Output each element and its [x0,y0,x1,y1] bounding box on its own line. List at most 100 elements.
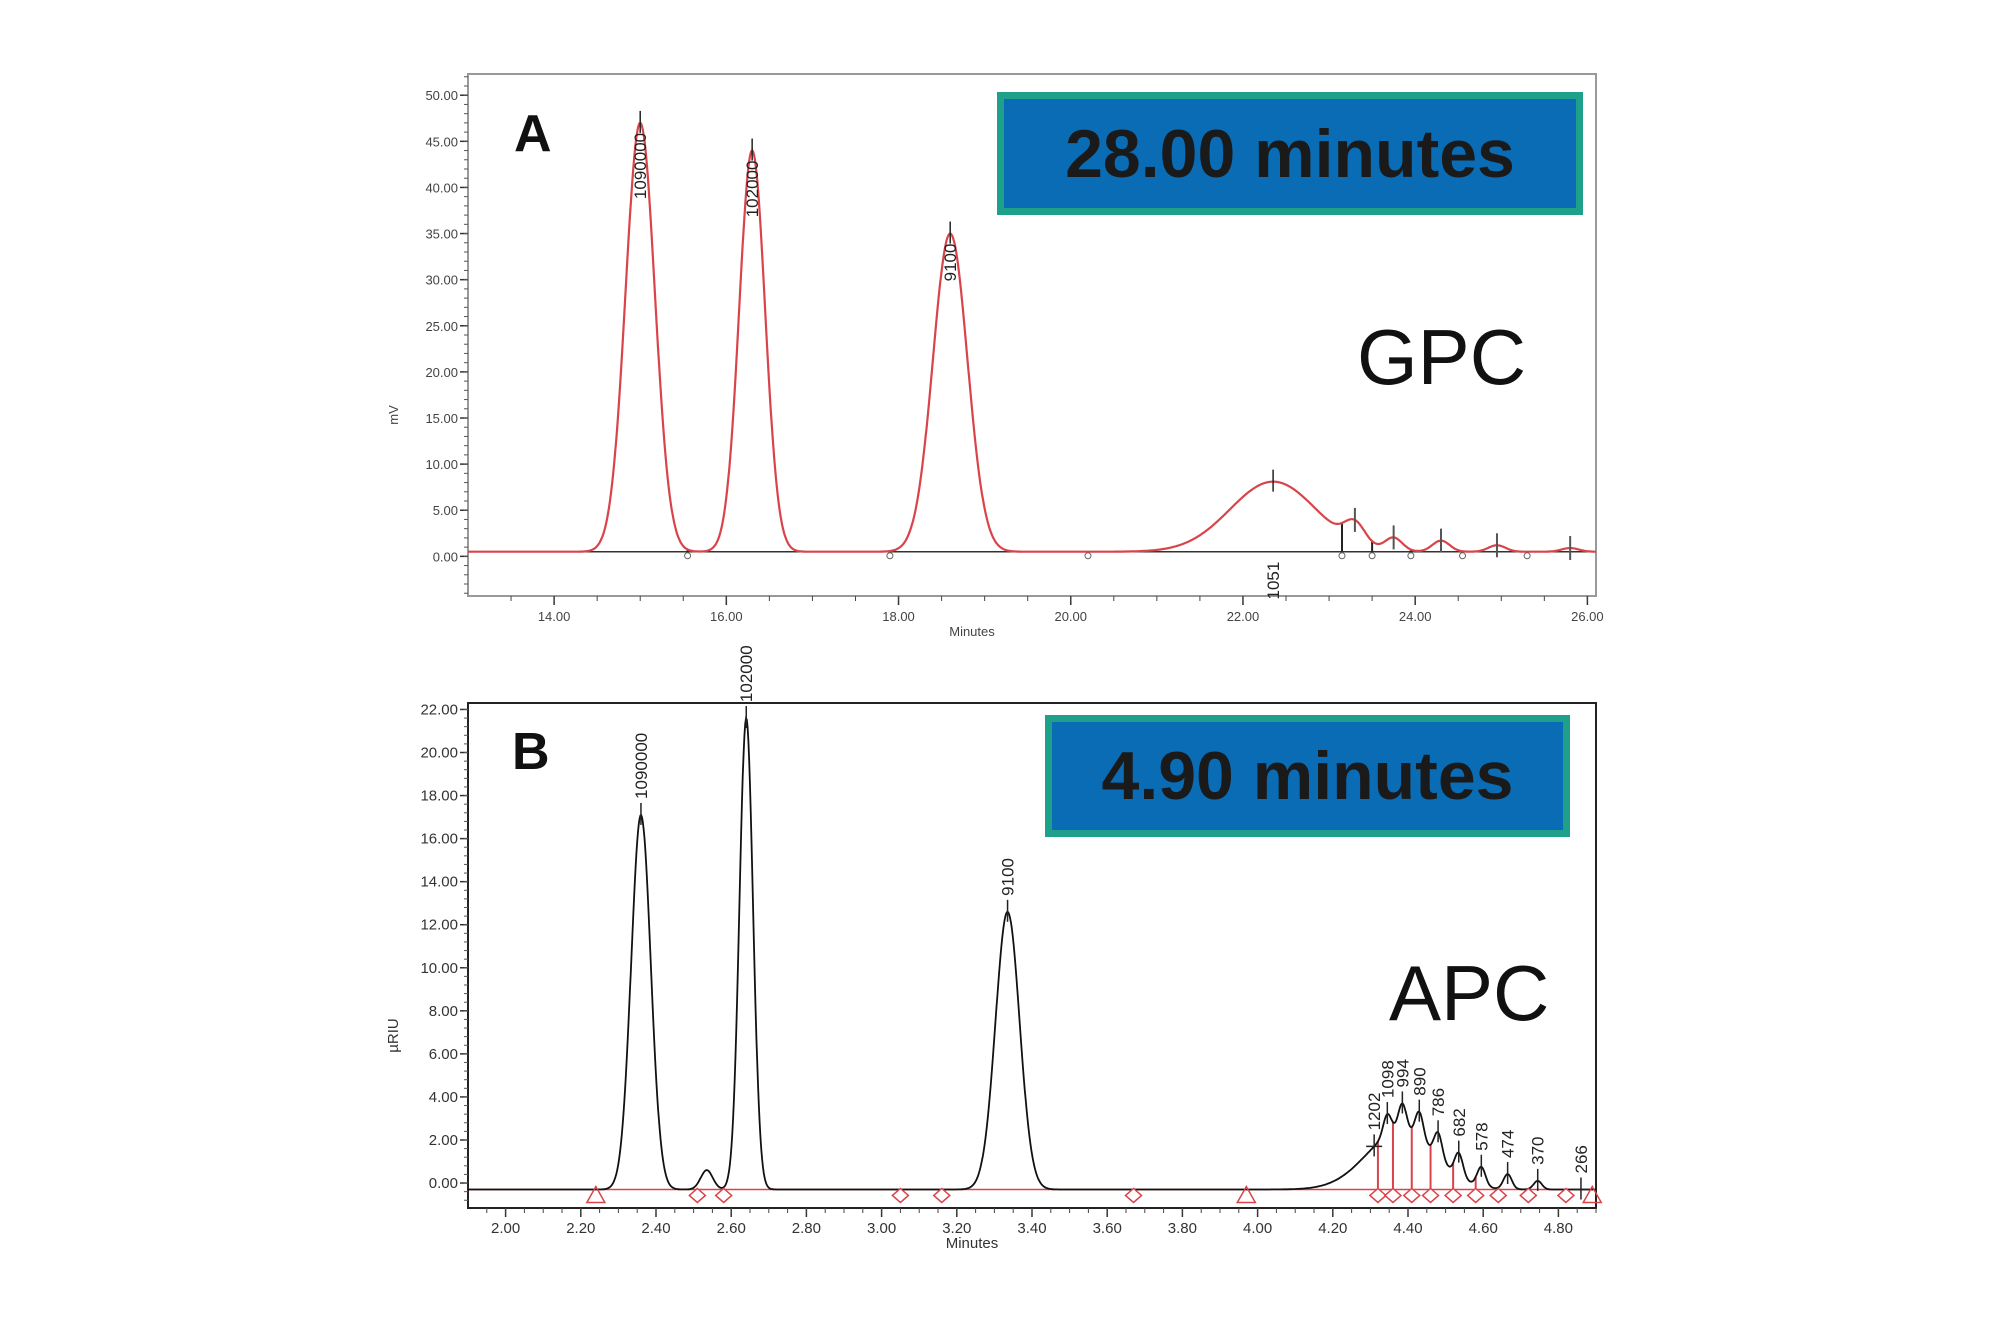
panel-b-label: B [512,723,550,781]
panel-b-ytick-label: 22.00 [420,701,458,718]
panel-a-ytick-label: 0.00 [433,549,458,564]
panel-b-peak-label: 682 [1450,1108,1469,1136]
panel-b-ytick-label: 8.00 [429,1003,458,1020]
panel-a-ytick-label: 25.00 [425,319,458,334]
panel-b-ytick-label: 10.00 [420,960,458,977]
panel-b-signal-line [468,715,1596,1191]
panel-b-diamond-marker [932,1187,951,1204]
panel-a-ytick-label: 5.00 [433,503,458,518]
panel-b-peak-label: 266 [1572,1145,1591,1173]
panel-a-peak-label: 102000 [743,161,762,218]
panel-a-y-axis-title: mV [386,405,401,425]
panel-a-valley-marker [1523,552,1531,560]
panel-b-xtick-label: 2.00 [491,1220,520,1237]
panel-a-xtick-label: 26.00 [1571,609,1604,624]
panel-b-xtick-label: 4.80 [1544,1220,1573,1237]
panel-a-valley-marker [684,552,692,560]
panel-b-xtick-label: 3.00 [867,1220,896,1237]
gpc-technique-label: GPC [1357,313,1527,401]
panel-b-diamond-marker [1124,1187,1143,1204]
panel-b-peak-label: 9100 [999,858,1018,896]
panel-a-valley-marker [1459,552,1467,560]
gpc-runtime-box: 28.00 minutes [997,92,1583,215]
panel-b-diamond-marker [1383,1187,1403,1204]
panel-b-triangle-marker [1236,1184,1257,1204]
panel-b-ytick-label: 20.00 [420,745,458,762]
panel-a-xtick-label: 14.00 [538,609,571,624]
panel-b-ytick-label: 14.00 [420,874,458,891]
panel-b-diamond-marker [1368,1187,1388,1204]
panel-b-diamond-marker [1519,1187,1538,1204]
panel-b-diamond-marker [1443,1187,1463,1204]
panel-a-valley-marker [1368,552,1376,560]
panel-b-ytick-label: 4.00 [429,1089,458,1106]
panel-b-diamond-marker [1402,1187,1421,1204]
panel-a-valley-marker [1407,552,1415,560]
apc-runtime-text: 4.90 minutes [1101,738,1514,814]
panel-a-xtick-label: 18.00 [882,609,915,624]
panel-b-triangle-marker [585,1184,607,1204]
panel-a-xtick-label: 24.00 [1399,609,1432,624]
panel-b-peak-label: 1090000 [632,733,651,799]
panel-b-diamond-marker [1556,1187,1576,1204]
panel-b-x-axis-title: Minutes [946,1235,999,1252]
panel-b-ytick-label: 16.00 [420,831,458,848]
panel-a-x-axis-title: Minutes [949,624,995,639]
apc-runtime-box: 4.90 minutes [1045,715,1570,837]
panel-b-xtick-label: 3.40 [1017,1220,1046,1237]
panel-b-diamond-marker [1489,1187,1508,1204]
panel-a-peak-label: 1090000 [631,133,650,199]
panel-b-peak-label: 578 [1472,1122,1491,1150]
panel-a-ytick-label: 45.00 [425,134,458,149]
panel-a-valley-marker [1084,552,1092,560]
panel-b-ytick-label: 0.00 [429,1175,458,1192]
panel-b-diamond-marker [891,1187,910,1204]
panel-b-xtick-label: 4.00 [1243,1220,1272,1237]
panel-a-xtick-label: 20.00 [1054,609,1087,624]
panel-b-xtick-label: 4.20 [1318,1220,1347,1237]
panel-a-peak-label: 1051 [1264,562,1283,600]
panel-b-peak-label: 890 [1410,1067,1429,1095]
panel-a-signal-line [468,121,1596,553]
panel-a-ytick-label: 20.00 [425,365,458,380]
panel-a-valley-marker [886,552,894,560]
panel-b-peak-label: 786 [1429,1088,1448,1116]
panel-b-peak-label: 102000 [737,645,756,702]
apc-technique-label: APC [1389,949,1550,1037]
panel-a-label: A [514,105,552,163]
panel-b-peak-label: 474 [1499,1130,1518,1158]
panel-a-ytick-label: 50.00 [425,88,458,103]
panel-b-xtick-label: 4.40 [1393,1220,1422,1237]
panel-b-xtick-label: 2.40 [641,1220,670,1237]
panel-b-ytick-label: 12.00 [420,917,458,934]
panel-b-xtick-label: 2.20 [566,1220,595,1237]
panel-b-xtick-label: 3.20 [942,1220,971,1237]
panel-b-diamond-marker [1466,1187,1485,1204]
panel-b-peak-label: 1202 [1365,1093,1384,1131]
panel-a-ytick-label: 40.00 [425,180,458,195]
panel-b-diamond-marker [688,1187,707,1204]
panel-b-xtick-label: 2.60 [717,1220,746,1237]
panel-b-xtick-label: 4.60 [1469,1220,1498,1237]
panel-a-ytick-label: 35.00 [425,227,458,242]
panel-b-peak-label: 1098 [1378,1060,1397,1098]
panel-a-ytick-label: 30.00 [425,273,458,288]
panel-b-y-axis-title: µRIU [385,1018,402,1052]
panel-b-diamond-marker [1421,1187,1440,1204]
panel-a-ytick-label: 10.00 [425,457,458,472]
panel-a-valley-marker [1338,552,1346,560]
panel-a-ytick-label: 15.00 [425,411,458,426]
panel-b-peak-label: 994 [1393,1059,1412,1087]
panel-b-ytick-label: 6.00 [429,1046,458,1063]
panel-a-xtick-label: 22.00 [1227,609,1260,624]
panel-b-xtick-label: 2.80 [792,1220,821,1237]
panel-b-peak-label: 370 [1529,1136,1548,1164]
panel-a-xtick-label: 16.00 [710,609,743,624]
panel-b-diamond-marker [714,1187,733,1204]
panel-b-triangle-marker [1581,1184,1603,1204]
panel-b-xtick-label: 3.80 [1168,1220,1197,1237]
panel-b-xtick-label: 3.60 [1093,1220,1122,1237]
gpc-runtime-text: 28.00 minutes [1065,115,1515,192]
